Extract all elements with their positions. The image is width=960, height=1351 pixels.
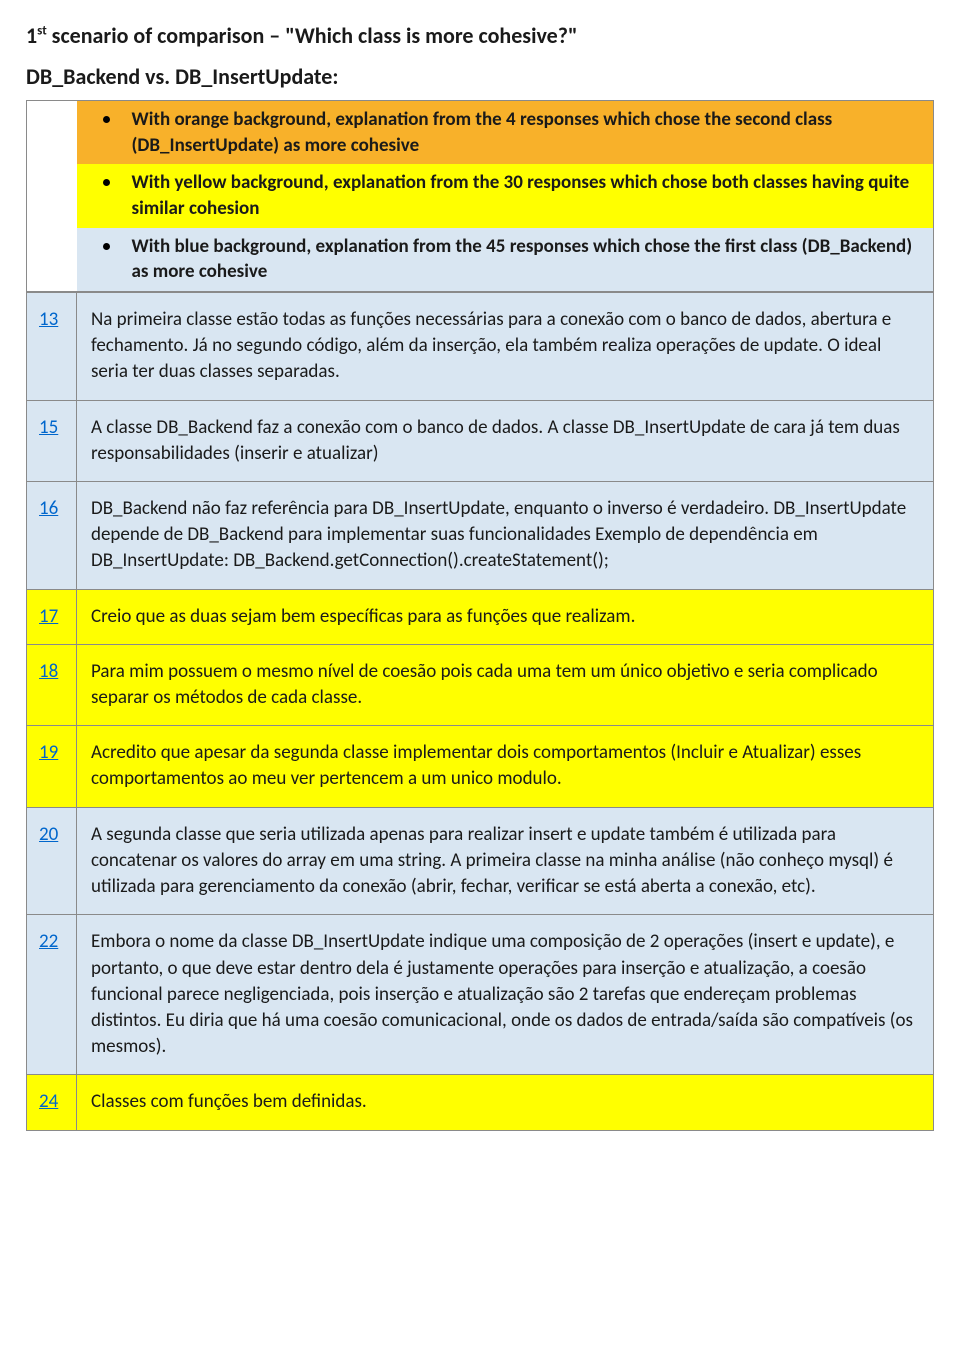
response-id-link[interactable]: 17 <box>39 605 58 628</box>
response-text: Creio que as duas sejam bem específicas … <box>77 589 934 644</box>
bullet-icon <box>103 179 110 186</box>
response-id-cell: 15 <box>27 400 77 481</box>
table-row: 20 A segunda classe que seria utilizada a… <box>27 807 934 915</box>
table-row: 19 Acredito que apesar da segunda classe … <box>27 726 934 807</box>
response-id-cell: 13 <box>27 292 77 400</box>
response-id-cell: 16 <box>27 481 77 589</box>
response-id-link[interactable]: 16 <box>39 497 58 520</box>
response-id-link[interactable]: 24 <box>39 1090 58 1113</box>
legend-item: With blue background, explanation from t… <box>77 228 934 291</box>
bullet-icon <box>103 243 110 250</box>
table-row: 17 Creio que as duas sejam bem específica… <box>27 589 934 644</box>
response-text: Acredito que apesar da segunda classe im… <box>77 726 934 807</box>
table-row: 15 A classe DB_Backend faz a conexão com … <box>27 400 934 481</box>
response-id-link[interactable]: 19 <box>39 741 58 764</box>
legend-spacer <box>27 101 77 292</box>
response-id-link[interactable]: 20 <box>39 823 58 846</box>
legend-item: With yellow background, explanation from… <box>77 164 934 227</box>
response-id-cell: 20 <box>27 807 77 915</box>
response-text: A classe DB_Backend faz a conexão com o … <box>77 400 934 481</box>
response-id-link[interactable]: 18 <box>39 660 58 683</box>
response-text: Embora o nome da classe DB_InsertUpdate … <box>77 915 934 1075</box>
table-row: 13 Na primeira classe estão todas as funç… <box>27 292 934 400</box>
legend-text: With orange background, explanation from… <box>132 107 930 158</box>
legend-text: With yellow background, explanation from… <box>132 170 930 221</box>
legend-table: With orange background, explanation from… <box>26 100 934 292</box>
response-id-link[interactable]: 13 <box>39 308 58 331</box>
page-title: 1st scenario of comparison – "Which clas… <box>26 22 934 49</box>
response-id-cell: 17 <box>27 589 77 644</box>
response-text: A segunda classe que seria utilizada ape… <box>77 807 934 915</box>
response-text: Classes com funções bem definidas. <box>77 1075 934 1130</box>
response-text: Para mim possuem o mesmo nível de coesão… <box>77 644 934 725</box>
response-id-cell: 19 <box>27 726 77 807</box>
bullet-icon <box>103 116 110 123</box>
legend-cell: With orange background, explanation from… <box>77 101 934 292</box>
response-id-link[interactable]: 22 <box>39 930 58 953</box>
response-id-cell: 22 <box>27 915 77 1075</box>
title-rest: scenario of comparison – "Which class is… <box>47 22 578 49</box>
response-text: Na primeira classe estão todas as funçõe… <box>77 292 934 400</box>
legend-item: With orange background, explanation from… <box>77 101 934 164</box>
response-text: DB_Backend não faz referência para DB_In… <box>77 481 934 589</box>
ordinal-number: 1 <box>26 22 37 49</box>
table-row: 18 Para mim possuem o mesmo nível de coes… <box>27 644 934 725</box>
table-row: 22 Embora o nome da classe DB_InsertUpdat… <box>27 915 934 1075</box>
table-row: 24 Classes com funções bem definidas. <box>27 1075 934 1130</box>
response-id-link[interactable]: 15 <box>39 416 58 439</box>
legend-text: With blue background, explanation from t… <box>132 234 930 285</box>
response-id-cell: 18 <box>27 644 77 725</box>
response-id-cell: 24 <box>27 1075 77 1130</box>
comparison-subtitle: DB_Backend vs. DB_InsertUpdate: <box>26 63 934 90</box>
ordinal-suffix: st <box>37 24 47 39</box>
table-row: 16 DB_Backend não faz referência para DB_… <box>27 481 934 589</box>
responses-table: 13 Na primeira classe estão todas as funç… <box>26 292 934 1131</box>
